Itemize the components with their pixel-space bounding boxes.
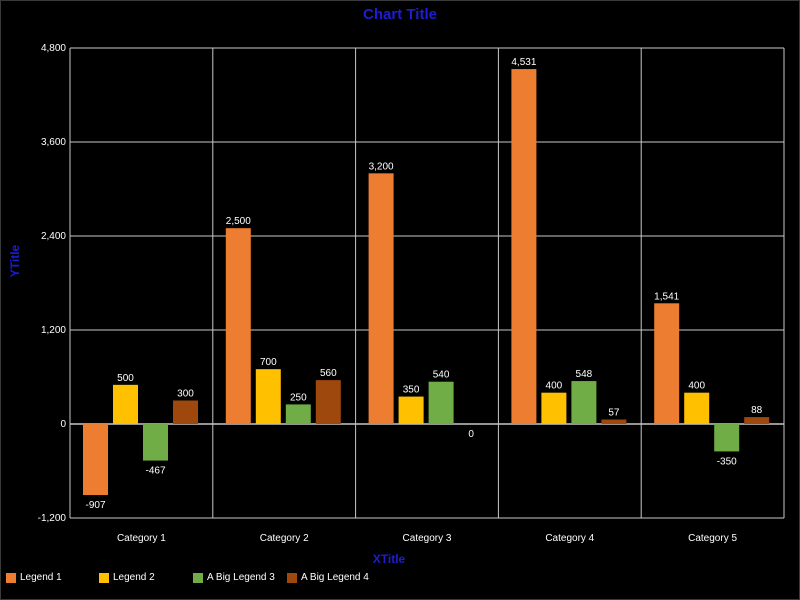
- bar: [315, 380, 341, 424]
- data-label: 540: [433, 370, 450, 381]
- bar: [571, 381, 597, 424]
- legend-swatch: [193, 573, 203, 583]
- x-tick-label: Category 5: [688, 533, 737, 544]
- data-label: 4,531: [511, 57, 536, 68]
- y-tick-label: 0: [60, 419, 66, 430]
- y-tick-label: -1,200: [38, 513, 67, 524]
- data-label: 57: [608, 408, 620, 419]
- legend-swatch: [99, 573, 109, 583]
- bar: [398, 396, 424, 424]
- data-label: 88: [751, 405, 763, 416]
- legend-swatch: [6, 573, 16, 583]
- data-label: -907: [85, 500, 105, 511]
- legend-label: A Big Legend 4: [301, 572, 369, 583]
- bar: [255, 369, 281, 424]
- data-label: 3,200: [369, 161, 394, 172]
- legend-label: A Big Legend 3: [207, 572, 275, 583]
- y-tick-label: 3,600: [41, 137, 66, 148]
- bar: [113, 384, 138, 424]
- y-tick-label: 4,800: [41, 43, 66, 54]
- chart-title: Chart Title: [363, 6, 437, 23]
- legend-label: Legend 2: [113, 572, 155, 583]
- y-tick-label: 2,400: [41, 231, 66, 242]
- x-tick-label: Category 1: [117, 533, 166, 544]
- legend-swatch: [287, 573, 297, 583]
- x-axis-title: XTitle: [372, 552, 406, 566]
- bar: [368, 173, 394, 424]
- data-label: 2,500: [226, 216, 251, 227]
- legend-label: Legend 1: [20, 572, 62, 583]
- data-label: 700: [260, 357, 277, 368]
- bar: [83, 424, 108, 496]
- x-tick-label: Category 2: [260, 533, 309, 544]
- bar: [541, 392, 567, 424]
- bar: [428, 381, 454, 424]
- bar: [601, 419, 627, 424]
- bar: [285, 404, 311, 424]
- bar: [744, 417, 770, 424]
- data-label: 1,541: [654, 291, 679, 302]
- data-label: -467: [145, 466, 165, 477]
- data-label: 560: [320, 368, 337, 379]
- data-label: 548: [576, 369, 593, 380]
- y-tick-label: 1,200: [41, 325, 66, 336]
- bar: [511, 69, 537, 425]
- bar: [714, 424, 740, 452]
- data-label: 250: [290, 392, 307, 403]
- data-label: 0: [468, 429, 474, 440]
- bar: [173, 400, 198, 424]
- data-label: 500: [117, 373, 134, 384]
- x-tick-label: Category 4: [545, 533, 594, 544]
- bar: [654, 303, 680, 424]
- data-label: 400: [546, 381, 563, 392]
- x-tick-label: Category 3: [403, 533, 452, 544]
- bar: [684, 392, 710, 424]
- data-label: 350: [403, 385, 420, 396]
- data-label: -350: [717, 456, 737, 467]
- data-label: 400: [688, 381, 705, 392]
- bar: [143, 424, 168, 461]
- bar: [225, 228, 251, 424]
- data-label: 300: [177, 389, 194, 400]
